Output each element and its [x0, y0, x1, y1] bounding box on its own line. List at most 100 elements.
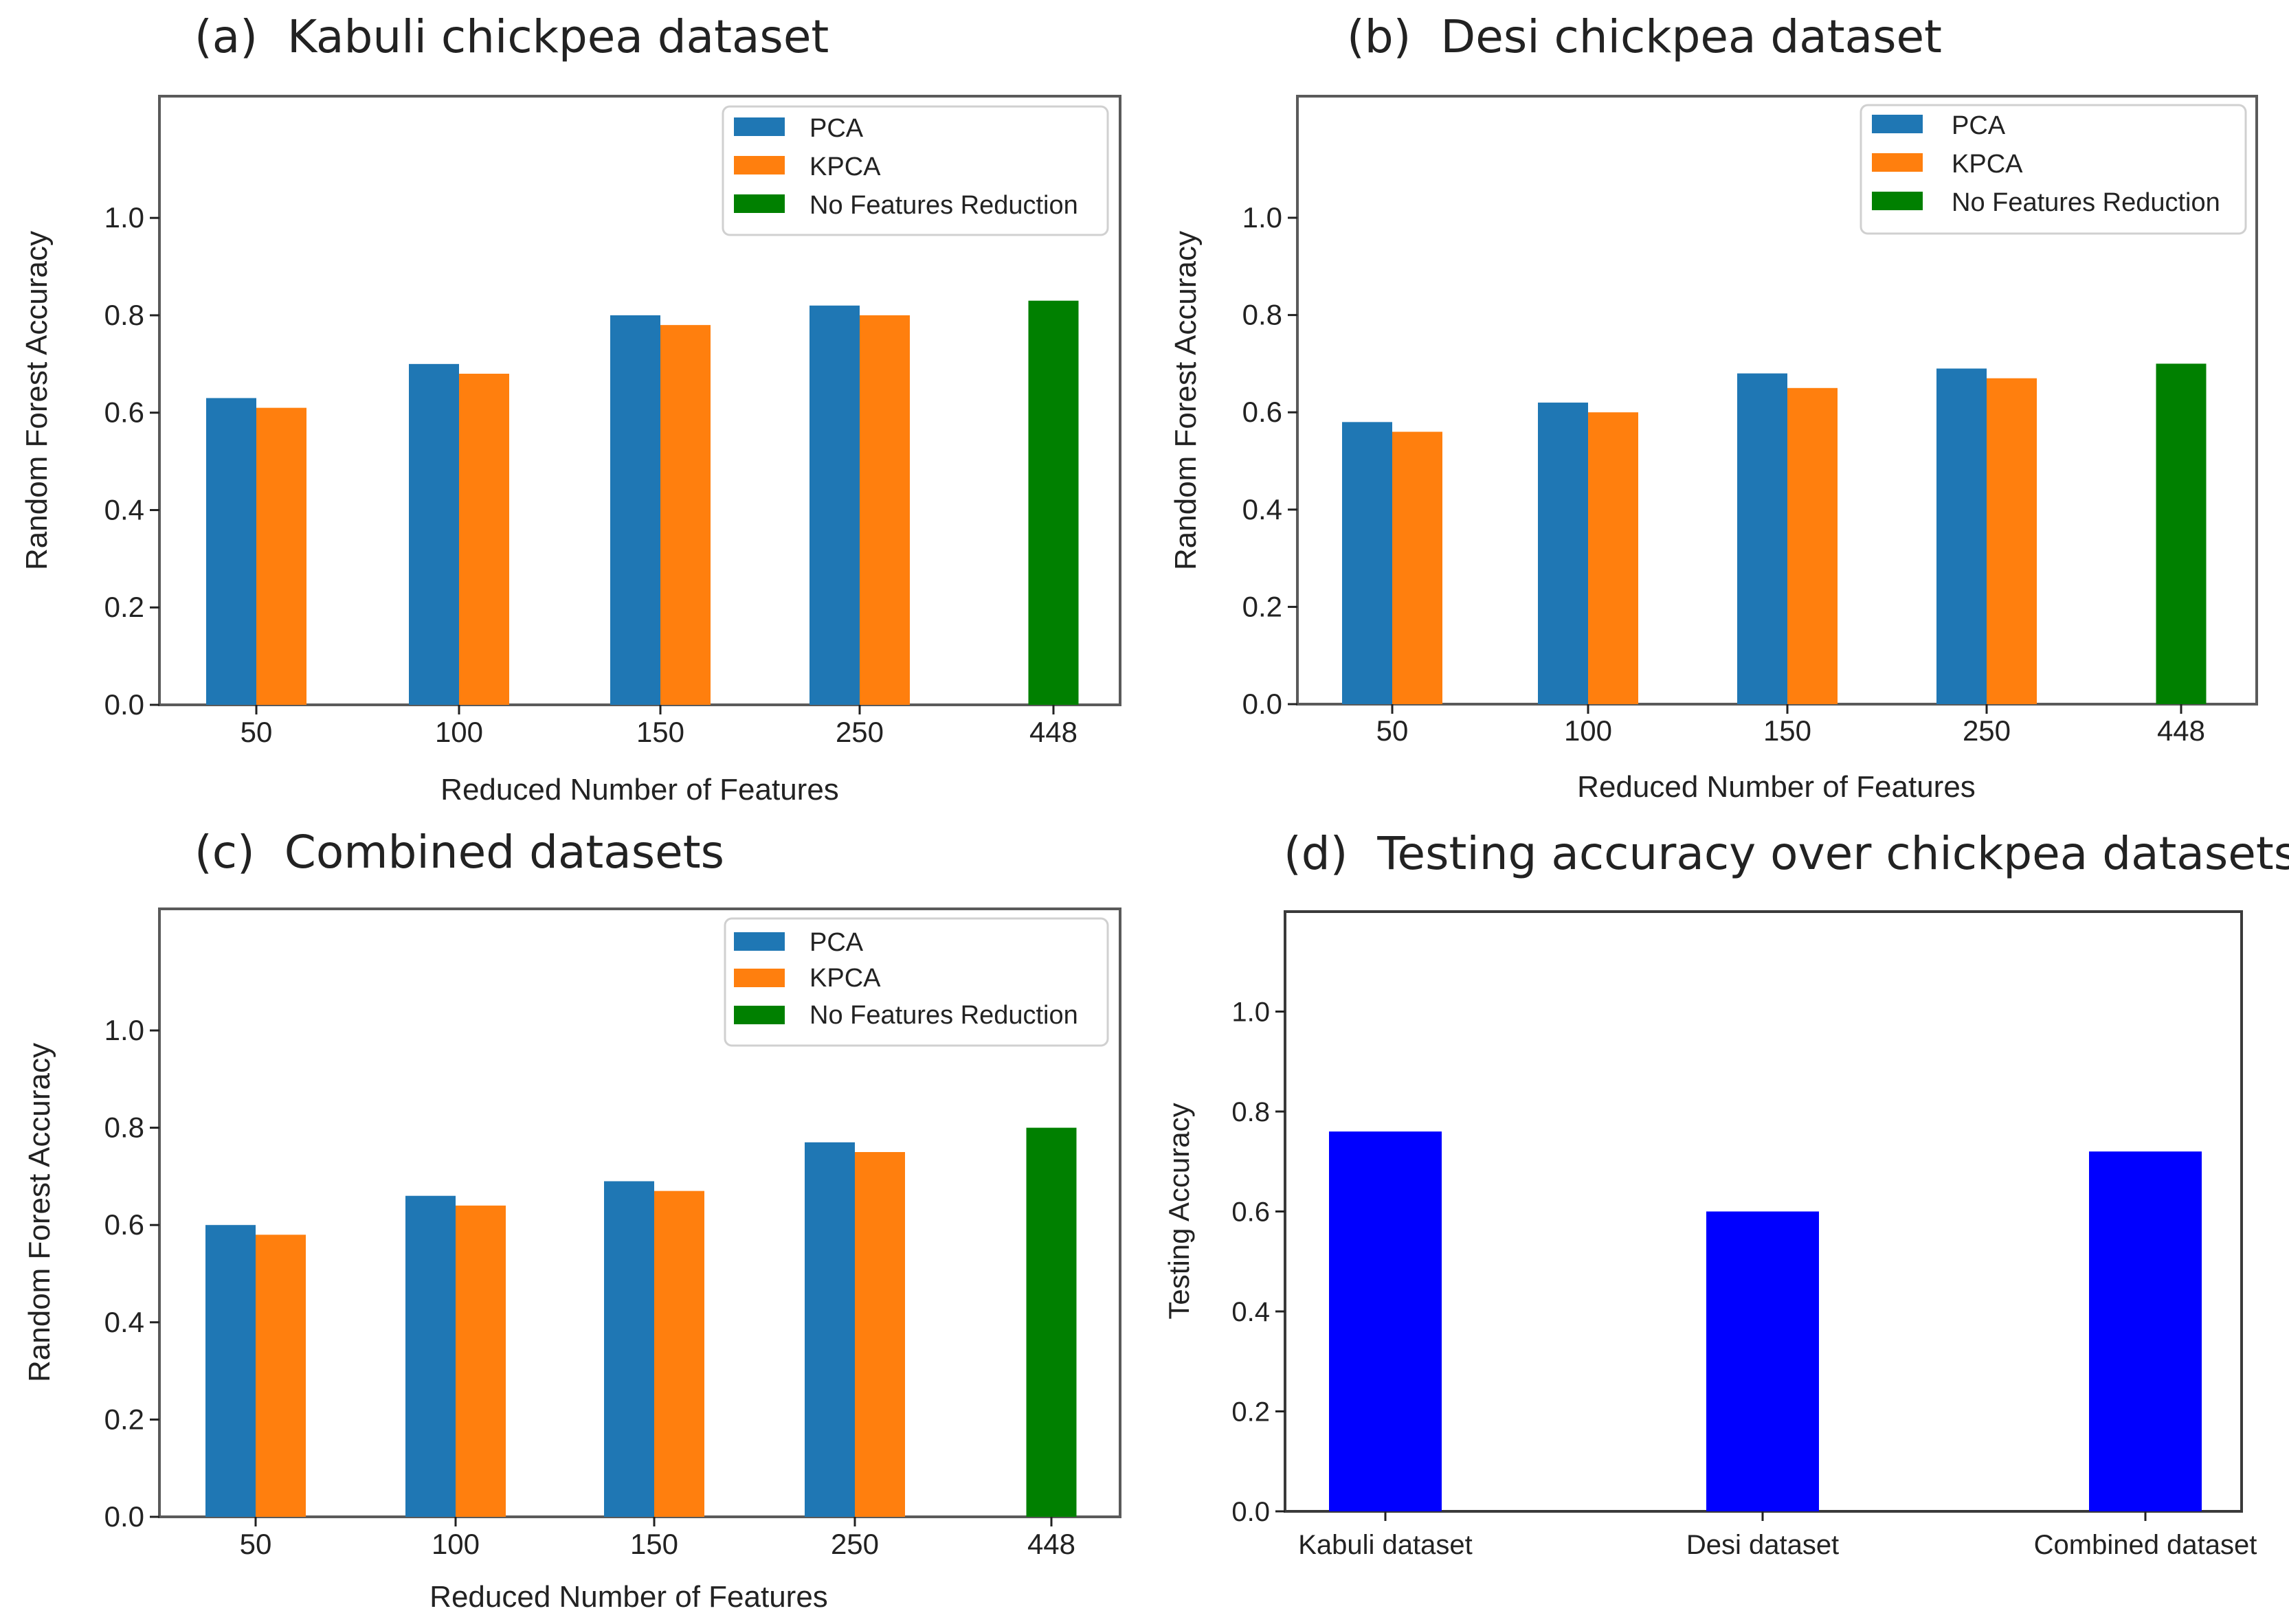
panel-d: (d) Testing accuracy over chickpea datas…: [1163, 827, 2289, 1560]
panel-c-x-tick-label-100: 100: [432, 1528, 480, 1560]
panel-a-y-ticks: 0.0 0.2 0.4 0.6 0.8 1.0: [104, 201, 159, 721]
panel-c-y-tick-label: 0.0: [104, 1500, 144, 1533]
panel-b-bar-kpca-150: [1787, 387, 1838, 704]
panel-c-x-tick-label-50: 50: [240, 1528, 272, 1560]
panel-a-y-tick-label: 0.0: [104, 688, 144, 721]
panel-a-bar-kpca-50: [256, 407, 306, 705]
panel-c-y-tick-label: 0.8: [104, 1112, 144, 1144]
panel-a-legend-box: [722, 105, 1109, 236]
panel-a-legend-none-swatch: [734, 194, 785, 213]
panel-d-x-tick-label-desi-dataset: Desi dataset: [1686, 1530, 1839, 1560]
panel-c-bar-pca-50: [205, 1225, 256, 1517]
panel-d-bar-testing-combined-dataset: [2089, 1151, 2202, 1511]
panel-a-x-axis-label: Reduced Number of Features: [440, 773, 839, 807]
panel-c-y-tick-label: 0.2: [104, 1403, 144, 1435]
panel-c: (c) Combined datasets 0.0 0.2 0.4 0.6 0.8 1.0…: [23, 826, 1121, 1614]
panel-c-x-ticks: 50 100 150 250 448: [240, 1517, 1075, 1560]
panel-a-y-tick-label: 1.0: [104, 201, 144, 234]
panel-b-bar-kpca-100: [1588, 412, 1638, 704]
panel-a-y-axis-label: Random Forest Accuracy: [20, 231, 54, 570]
panel-a-title-text: Kabuli chickpea dataset: [287, 10, 829, 63]
panel-b-legend-none-label: No Features Reduction: [1952, 188, 2220, 217]
panel-b-bar-kpca-50: [1392, 431, 1442, 704]
panel-c-y-tick-label: 0.6: [104, 1208, 144, 1241]
panel-b-y-tick-label: 0.2: [1242, 590, 1282, 622]
panel-c-bar-pca-100: [405, 1195, 456, 1517]
panel-b-y-ticks: 0.0 0.2 0.4 0.6 0.8 1.0: [1242, 201, 1297, 720]
panel-d-y-tick-label: 0.2: [1231, 1397, 1270, 1428]
panel-d-title-text: Testing accuracy over chickpea datasets: [1376, 827, 2289, 880]
panel-a-legend-kpca-swatch: [734, 156, 785, 174]
panel-c-bar-kpca-150: [654, 1191, 704, 1517]
panel-c-x-tick-label-150: 150: [630, 1528, 678, 1560]
panel-b-legend-none-swatch: [1872, 192, 1923, 210]
panel-a-legend-pca-swatch: [734, 117, 785, 136]
panel-a-bar-kpca-150: [660, 325, 711, 705]
panel-a-title: (a) Kabuli chickpea dataset: [194, 10, 829, 63]
panel-b-x-axis-label: Reduced Number of Features: [1577, 770, 1976, 804]
panel-b-legend-kpca-swatch: [1872, 153, 1923, 172]
panel-b-label: (b): [1347, 10, 1411, 63]
panel-a-bars: [206, 300, 1079, 706]
panel-a-x-ticks: 50 100 150 250 448: [241, 705, 1077, 748]
panel-d-y-tick-label: 0.6: [1231, 1197, 1270, 1228]
panel-b-x-tick-label-448: 448: [2157, 714, 2205, 747]
panel-a-bar-pca-100: [409, 363, 459, 705]
panel-c-y-tick-label: 0.4: [104, 1306, 144, 1338]
panel-b-legend: PCA KPCA No Features Reduction: [1860, 104, 2247, 235]
panel-b-bar-pca-100: [1538, 403, 1588, 704]
panel-d-bars: [1329, 1131, 2202, 1511]
panel-a-bar-kpca-250: [860, 315, 910, 706]
panel-b-x-tick-label-100: 100: [1564, 714, 1612, 747]
panel-c-bars: [205, 1127, 1077, 1517]
panel-c-y-tick-label: 1.0: [104, 1014, 144, 1046]
panel-d-y-tick-label: 1.0: [1231, 997, 1270, 1028]
panel-c-x-tick-label-448: 448: [1027, 1528, 1075, 1560]
panel-b-bar-none-448: [2156, 363, 2207, 704]
panel-c-y-ticks: 0.0 0.2 0.4 0.6 0.8 1.0: [104, 1014, 159, 1533]
panel-d-title: (d) Testing accuracy over chickpea datas…: [1284, 827, 2289, 880]
panel-b-bar-pca-150: [1737, 373, 1787, 704]
panel-b-x-tick-label-150: 150: [1763, 714, 1811, 747]
panel-b-x-ticks: 50 100 150 250 448: [1376, 704, 2205, 747]
panel-c-legend-box: [724, 917, 1109, 1047]
panel-c-bar-kpca-250: [855, 1152, 905, 1517]
panel-d-bar-testing-kabuli-dataset: [1329, 1131, 1442, 1511]
panel-a-bar-none-448: [1028, 300, 1079, 705]
panel-b-legend-box: [1860, 104, 2247, 235]
panel-d-y-tick-label: 0.0: [1231, 1497, 1270, 1527]
panel-a-y-tick-label: 0.4: [104, 493, 144, 526]
panel-c-title-text: Combined datasets: [284, 826, 724, 879]
panel-b-x-tick-label-50: 50: [1376, 714, 1409, 747]
panel-a-x-tick-label-150: 150: [636, 716, 684, 748]
panel-a-bar-pca-50: [206, 398, 256, 705]
panel-c-legend-none-label: No Features Reduction: [809, 1001, 1078, 1030]
panel-c-y-axis-label: Random Forest Accuracy: [23, 1043, 56, 1382]
panel-c-legend-kpca-swatch: [734, 969, 785, 987]
panel-a-bar-pca-150: [610, 315, 660, 706]
panel-d-bar-testing-desi-dataset: [1706, 1211, 1819, 1511]
panel-a: (a) Kabuli chickpea dataset 0.0 0.2 0.4 0.6…: [20, 10, 1121, 807]
panel-a-x-tick-label-250: 250: [836, 716, 884, 748]
panel-c-legend-pca-label: PCA: [809, 928, 864, 957]
panel-d-label: (d): [1284, 827, 1348, 880]
panel-d-y-axis-label: Testing Accuracy: [1163, 1103, 1195, 1319]
panel-a-legend: PCA KPCA No Features Reduction: [722, 105, 1109, 236]
panel-d-x-tick-label-kabuli-dataset: Kabuli dataset: [1298, 1530, 1473, 1560]
panel-b-bar-pca-250: [1936, 368, 1987, 704]
panel-b-title: (b) Desi chickpea dataset: [1347, 10, 1942, 63]
panel-a-x-tick-label-448: 448: [1029, 716, 1077, 748]
panel-b-bar-kpca-250: [1987, 378, 2037, 704]
panel-c-legend-none-swatch: [734, 1006, 785, 1024]
panel-d-x-tick-label-combined-dataset: Combined dataset: [2034, 1530, 2257, 1560]
panel-a-label: (a): [194, 10, 258, 63]
panel-c-bar-pca-250: [805, 1142, 855, 1517]
panel-b-y-tick-label: 0.4: [1242, 493, 1282, 526]
panel-c-bar-pca-150: [604, 1181, 654, 1517]
panel-a-y-tick-label: 0.2: [104, 591, 144, 623]
panel-a-x-tick-label-50: 50: [241, 716, 273, 748]
panel-a-legend-pca-label: PCA: [809, 114, 864, 143]
panel-b-bars: [1342, 363, 2207, 704]
panel-d-y-tick-label: 0.8: [1231, 1097, 1270, 1127]
